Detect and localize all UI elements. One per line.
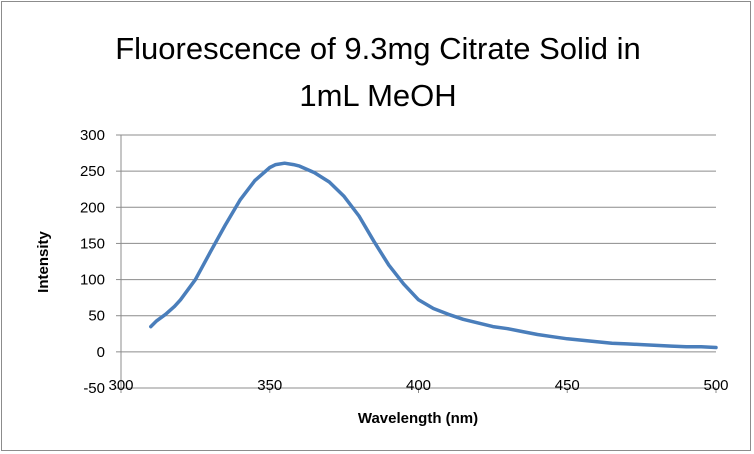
y-tick-label: 150 bbox=[80, 235, 105, 252]
x-tick-label: 350 bbox=[257, 377, 282, 394]
data-point bbox=[655, 343, 658, 347]
data-point bbox=[372, 239, 376, 243]
gridlines bbox=[121, 134, 716, 353]
data-point bbox=[550, 335, 554, 339]
data-point bbox=[253, 179, 257, 182]
data-point bbox=[595, 340, 599, 344]
axes bbox=[116, 134, 717, 393]
data-point bbox=[521, 330, 525, 334]
data-point bbox=[193, 278, 197, 281]
series-line-0 bbox=[149, 161, 718, 350]
data-point bbox=[491, 325, 495, 328]
tick-labels: -50 0 50 100 150 200 250 300 300 350 400 450 500 bbox=[80, 127, 729, 397]
chart-title-line-1: Fluorescence of 9.3mg Citrate Solid in bbox=[115, 31, 641, 66]
data-point bbox=[268, 166, 272, 169]
data-point bbox=[173, 304, 176, 308]
data-point bbox=[431, 307, 435, 310]
x-axis-title: Wavelength (nm) bbox=[358, 410, 478, 427]
data-point bbox=[476, 321, 480, 325]
series bbox=[149, 161, 718, 350]
y-tick-label: 100 bbox=[80, 272, 105, 289]
chart-title: Fluorescence of 9.3mg Citrate Solid in 1… bbox=[115, 31, 641, 113]
data-point bbox=[402, 282, 406, 286]
data-point bbox=[714, 346, 718, 349]
data-point bbox=[536, 333, 539, 336]
data-point bbox=[238, 198, 242, 202]
y-tick-label: 300 bbox=[80, 127, 105, 144]
data-point bbox=[208, 250, 212, 254]
data-point bbox=[357, 214, 361, 218]
data-point bbox=[625, 342, 629, 346]
data-point bbox=[312, 171, 316, 174]
y-tick-label: 200 bbox=[80, 199, 105, 216]
data-point bbox=[149, 325, 153, 328]
x-tick-label: 400 bbox=[406, 377, 431, 394]
data-point bbox=[327, 180, 331, 184]
y-tick-label: 50 bbox=[88, 308, 105, 325]
data-point bbox=[417, 298, 420, 302]
y-tick-label: 0 bbox=[97, 344, 105, 361]
data-point bbox=[640, 343, 644, 347]
y-axis-title: Intensity bbox=[35, 231, 52, 293]
data-point bbox=[387, 263, 391, 267]
x-tick-label: 300 bbox=[108, 377, 133, 394]
data-point bbox=[342, 195, 346, 198]
data-point bbox=[283, 161, 287, 165]
y-tick-label: -50 bbox=[83, 380, 105, 397]
data-point bbox=[179, 298, 182, 302]
data-point bbox=[580, 338, 584, 342]
x-tick-label: 450 bbox=[555, 377, 580, 394]
data-point bbox=[164, 312, 168, 316]
data-point bbox=[446, 312, 450, 316]
data-point bbox=[155, 319, 159, 323]
data-point bbox=[292, 163, 295, 167]
x-tick-label: 500 bbox=[703, 377, 728, 394]
data-point bbox=[565, 337, 569, 341]
data-point bbox=[669, 344, 673, 348]
data-point bbox=[274, 163, 278, 167]
data-point bbox=[506, 327, 510, 331]
data-point bbox=[461, 317, 465, 321]
data-point bbox=[699, 345, 703, 349]
data-point bbox=[684, 345, 688, 349]
chart-title-line-2: 1mL MeOH bbox=[299, 78, 456, 113]
data-point bbox=[223, 223, 227, 227]
data-point bbox=[610, 341, 614, 345]
data-point bbox=[298, 164, 301, 168]
y-tick-label: 250 bbox=[80, 163, 105, 180]
